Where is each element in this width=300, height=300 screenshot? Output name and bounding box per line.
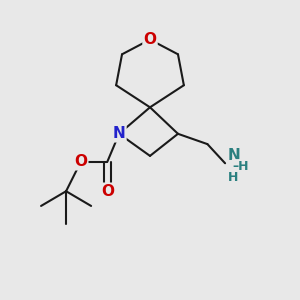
Text: N: N [113, 126, 125, 141]
Text: O: O [101, 184, 114, 199]
Text: N: N [228, 148, 241, 164]
Text: H: H [228, 171, 238, 184]
Text: –H: –H [232, 160, 249, 173]
Text: O: O [143, 32, 157, 47]
Text: O: O [74, 154, 87, 169]
